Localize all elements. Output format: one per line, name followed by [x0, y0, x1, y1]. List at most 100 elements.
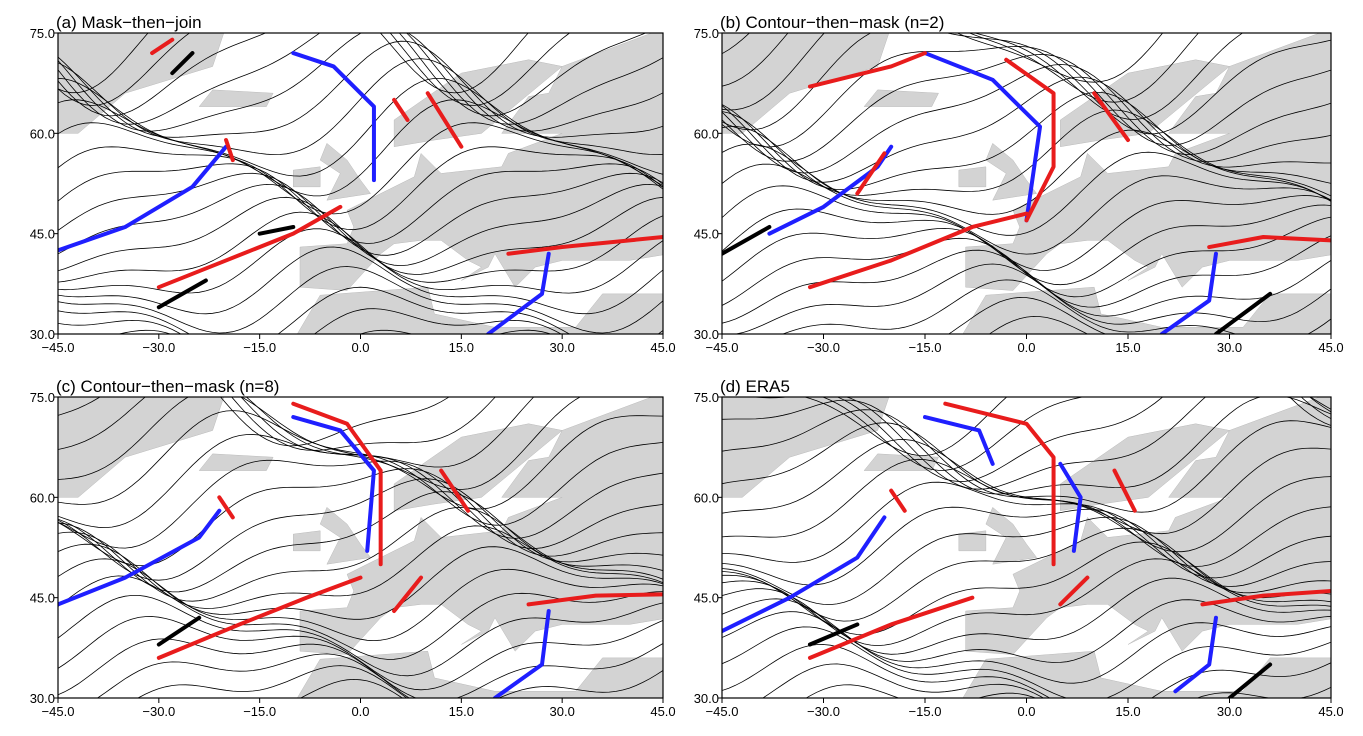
contour: [58, 33, 571, 106]
map-panel: (b) Contour−then−mask (n=2) −45.0 −30.0 −15…: [694, 13, 1344, 355]
contour: [58, 616, 663, 691]
x-tick-label: −15.0: [243, 704, 276, 719]
front: [722, 224, 772, 256]
land: [962, 650, 1331, 698]
land: [299, 33, 663, 291]
front: [923, 51, 1043, 223]
y-tick-label: 45.0: [694, 227, 719, 242]
land: [319, 142, 372, 201]
contour: [58, 308, 562, 334]
x-tick-label: −45.0: [42, 704, 75, 719]
land: [319, 506, 372, 565]
contour: [58, 638, 663, 698]
map-panel: (d) ERA5 −45.0 −30.0 −15.0 0.0 15.0 30.0 45.0 30…: [694, 377, 1344, 719]
contour: [722, 33, 1331, 135]
front: [1058, 461, 1083, 553]
contour: [722, 45, 1331, 148]
contour: [58, 266, 663, 334]
contour: [722, 506, 1331, 587]
x-tick-label: −15.0: [909, 340, 942, 355]
front: [807, 211, 1029, 290]
y-tick-label: 45.0: [30, 591, 55, 606]
land: [863, 453, 939, 471]
front: [486, 251, 551, 334]
contour: [722, 125, 1331, 215]
front: [943, 401, 1056, 567]
x-tick-label: −45.0: [42, 340, 75, 355]
map-content: [58, 33, 663, 334]
contour: [58, 286, 663, 334]
x-tick-label: 15.0: [1115, 340, 1140, 355]
contour: [58, 525, 663, 609]
y-tick-label: 75.0: [694, 26, 719, 41]
contour: [58, 228, 663, 294]
front: [526, 592, 663, 607]
land: [296, 650, 663, 698]
front: [291, 401, 383, 567]
land: [293, 166, 321, 188]
contour: [58, 58, 663, 156]
contour: [722, 185, 1331, 271]
land: [722, 33, 890, 134]
contour: [722, 92, 1331, 190]
front: [439, 468, 471, 513]
land: [863, 89, 939, 107]
y-tick-label: 30.0: [694, 691, 719, 706]
panel-title: (b) Contour−then−mask (n=2): [720, 13, 944, 32]
front: [1092, 91, 1130, 143]
x-tick-label: 0.0: [351, 340, 369, 355]
front: [855, 151, 887, 196]
front: [492, 609, 551, 698]
contour: [117, 329, 552, 334]
map-panel: (c) Contour−then−mask (n=8) −45.0 −30.0 −15…: [30, 377, 676, 719]
contour: [58, 77, 663, 177]
map-content: [722, 33, 1331, 334]
front: [257, 224, 296, 236]
x-tick-label: −45.0: [706, 340, 739, 355]
y-tick-label: 45.0: [694, 591, 719, 606]
front: [156, 575, 363, 660]
contour: [58, 211, 663, 283]
contour: [58, 595, 663, 677]
contour: [58, 478, 663, 581]
panel-title: (a) Mask−then−join: [56, 13, 202, 32]
x-tick-label: 45.0: [650, 340, 675, 355]
front: [1207, 235, 1331, 250]
x-tick-label: −45.0: [706, 704, 739, 719]
land: [296, 286, 663, 334]
panel-title: (c) Contour−then−mask (n=8): [56, 377, 279, 396]
contour: [722, 33, 1244, 120]
contour: [722, 235, 1331, 308]
contour: [58, 122, 663, 215]
contour: [299, 678, 404, 698]
front: [1200, 588, 1331, 607]
front: [1112, 468, 1137, 513]
land: [985, 506, 1038, 565]
land: [962, 286, 1331, 334]
contour: [722, 163, 1331, 255]
panel-title: (d) ERA5: [720, 377, 790, 396]
contour: [722, 516, 1331, 606]
y-tick-label: 60.0: [30, 490, 55, 505]
contour: [722, 33, 1164, 83]
contour: [722, 397, 1331, 495]
y-tick-label: 30.0: [30, 691, 55, 706]
x-tick-label: −15.0: [909, 704, 942, 719]
contour: [722, 626, 1331, 698]
x-tick-label: 15.0: [449, 704, 474, 719]
contour: [751, 397, 1331, 490]
contour: [58, 146, 663, 231]
x-tick-label: −30.0: [142, 704, 175, 719]
contour: [58, 459, 663, 549]
front: [1159, 251, 1218, 334]
y-tick-label: 60.0: [694, 490, 719, 505]
contour: [58, 196, 663, 275]
front: [217, 495, 235, 520]
front: [291, 51, 376, 183]
x-tick-label: 45.0: [1318, 704, 1343, 719]
y-tick-label: 75.0: [30, 26, 55, 41]
front: [170, 51, 195, 76]
y-tick-label: 75.0: [30, 390, 55, 405]
x-tick-label: −30.0: [142, 340, 175, 355]
front: [807, 51, 927, 89]
